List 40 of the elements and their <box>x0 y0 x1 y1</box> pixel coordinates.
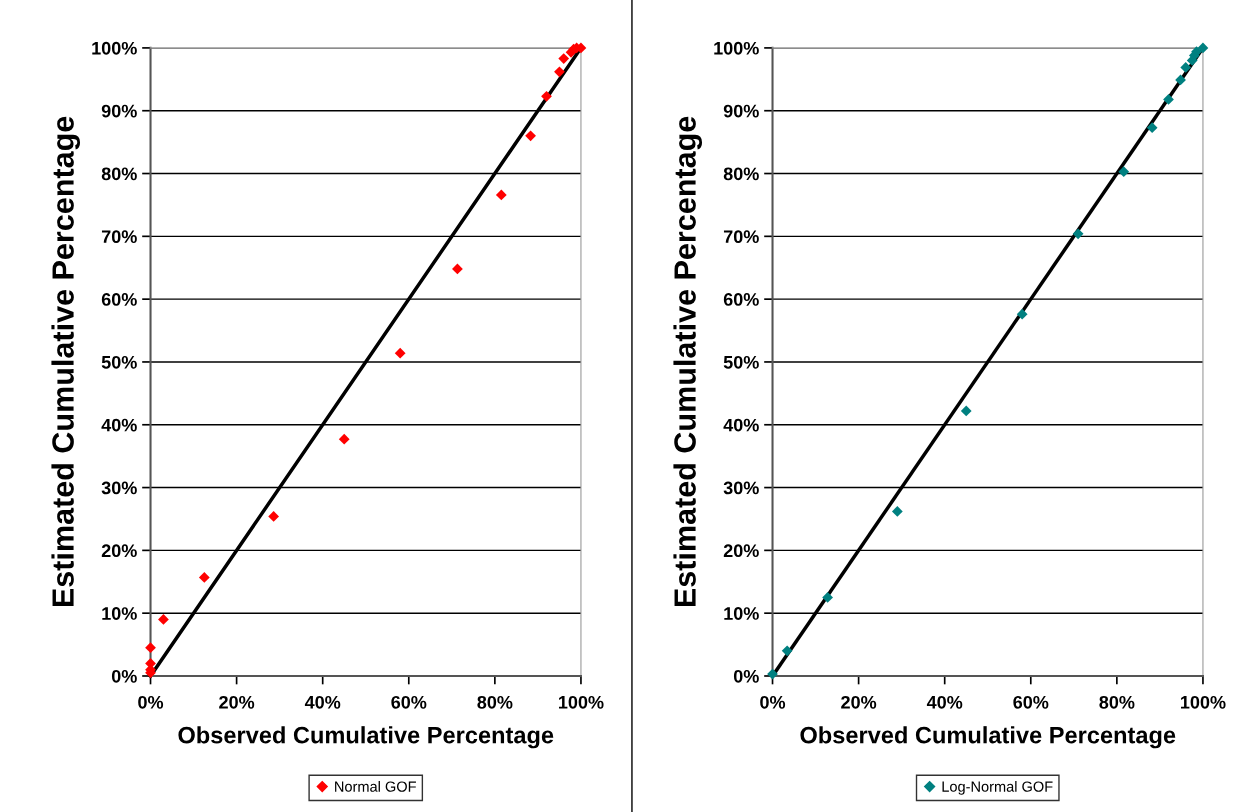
y-tick-label: 0% <box>111 669 137 683</box>
x-tick-label: 60% <box>391 695 427 709</box>
y-tick-label: 100% <box>92 41 137 55</box>
legend-label: Normal GOF <box>335 781 416 792</box>
legend-label: Log-Normal GOF <box>942 781 1053 795</box>
y-tick-label: 0% <box>733 669 759 683</box>
y-tick-label: 60% <box>723 293 759 306</box>
y-tick-label: 40% <box>723 418 759 432</box>
y-tick-label: 10% <box>102 607 137 620</box>
y-tick-label: 90% <box>101 104 137 118</box>
y-tick-label: 100% <box>714 41 759 55</box>
x-tick-label: 80% <box>1099 695 1135 709</box>
y-tick-label: 90% <box>723 104 759 118</box>
y-axis-title: Estimated Cumulative Percentage <box>51 116 81 607</box>
y-tick-label: 20% <box>723 544 759 558</box>
y-tick-label: 50% <box>101 355 137 369</box>
x-tick-label: 20% <box>219 695 255 709</box>
x-tick-label: 80% <box>477 695 513 709</box>
x-tick-label: 40% <box>926 695 963 709</box>
x-tick-label: 100% <box>559 695 604 709</box>
x-tick-label: 60% <box>1013 695 1049 709</box>
y-tick-label: 30% <box>101 481 137 495</box>
x-tick-label: 100% <box>1181 695 1226 709</box>
y-tick-label: 50% <box>723 355 759 369</box>
y-tick-label: 70% <box>101 230 137 244</box>
y-tick-label: 60% <box>101 293 137 306</box>
x-axis-title: Observed Cumulative Percentage <box>800 726 1176 749</box>
y-tick-label: 30% <box>723 481 759 495</box>
x-tick-label: 0% <box>138 695 164 709</box>
y-tick-label: 70% <box>723 230 759 244</box>
x-tick-label: 40% <box>304 695 341 709</box>
y-tick-label: 10% <box>724 607 759 620</box>
y-axis-title: Estimated Cumulative Percentage <box>673 116 703 607</box>
y-tick-label: 20% <box>101 544 137 558</box>
y-tick-label: 40% <box>101 418 137 432</box>
x-axis-title: Observed Cumulative Percentage <box>178 726 554 749</box>
y-tick-label: 80% <box>101 167 137 181</box>
x-tick-label: 20% <box>841 695 877 709</box>
y-tick-label: 80% <box>723 167 759 181</box>
x-tick-label: 0% <box>760 695 786 709</box>
